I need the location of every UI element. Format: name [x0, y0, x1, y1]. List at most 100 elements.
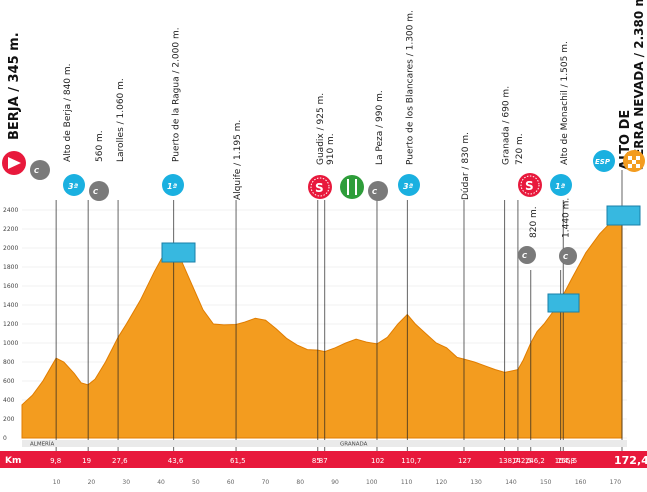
- x-tick-label: 80: [296, 479, 304, 486]
- km-label: 154,8: [555, 457, 575, 465]
- svg-text:La Peza / 990 m.: La Peza / 990 m.: [375, 90, 385, 165]
- y-tick-label: 1600: [3, 283, 18, 290]
- svg-text:Alquife / 1.195 m.: Alquife / 1.195 m.: [233, 120, 243, 200]
- km-label: 9,8: [50, 457, 61, 465]
- feed-zone-icon: [340, 175, 364, 199]
- region-strip: [22, 440, 627, 447]
- x-tick-label: 130: [470, 479, 482, 486]
- y-tick-label: 600: [3, 378, 15, 385]
- y-tick-label: 200: [3, 416, 15, 423]
- svg-text:820 m.: 820 m.: [529, 206, 539, 238]
- summit-box-finish: [606, 205, 641, 226]
- svg-text:Guadix / 925 m.: Guadix / 925 m.: [316, 93, 326, 165]
- y-tick-label: 2000: [3, 245, 18, 252]
- place-label: Puerto de los Blancares / 1.300 m.: [405, 10, 415, 165]
- x-tick-label: 160: [575, 479, 587, 486]
- y-tick-label: 1400: [3, 302, 18, 309]
- climb-cat3-icon: 3ª: [63, 174, 85, 196]
- summit-box-monachil: [547, 293, 580, 313]
- km-label: 146,2: [525, 457, 545, 465]
- region-granada: GRANADA: [340, 442, 368, 448]
- x-tick-label: 110: [401, 479, 413, 486]
- place-label: BERJA / 345 m.: [7, 32, 22, 140]
- km-label: 87: [319, 457, 328, 465]
- x-tick-label: 170: [610, 479, 622, 486]
- svg-text:ESP: ESP: [595, 158, 611, 166]
- y-tick-label: 2200: [3, 226, 18, 233]
- y-tick-label: 1000: [3, 340, 18, 347]
- y-tick-label: 800: [3, 359, 15, 366]
- svg-text:S: S: [525, 179, 534, 193]
- svg-text:C: C: [34, 167, 40, 175]
- sprint-icon: S: [308, 175, 332, 199]
- sprint-icon: S: [518, 173, 542, 197]
- km-label: 19: [82, 457, 91, 465]
- x-tick-label: 20: [88, 479, 96, 486]
- svg-text:Alto de Berja / 840 m.: Alto de Berja / 840 m.: [63, 63, 73, 162]
- km-label: 110,7: [401, 457, 421, 465]
- place-label: 910 m.: [326, 133, 336, 165]
- svg-text:Alto de Monachil / 1.505 m.: Alto de Monachil / 1.505 m.: [560, 41, 570, 165]
- km-bar: [0, 451, 647, 468]
- place-label: Alto de Berja / 840 m.: [63, 63, 73, 162]
- start-icon: [2, 151, 26, 175]
- svg-text:Larolles / 1.060 m.: Larolles / 1.060 m.: [116, 78, 126, 162]
- place-label: Puerto de la Ragua / 2.000 m.: [172, 27, 182, 162]
- svg-text:910 m.: 910 m.: [326, 133, 336, 165]
- y-axis: 0 200 400 600 800 1000 1200 1400 1600 1800 2000 220…: [3, 207, 18, 442]
- place-labels: BERJA / 345 m. Alto de Berja / 840 m. 560 …: [7, 10, 572, 238]
- x-tick-label: 40: [157, 479, 165, 486]
- km-label: 138,7: [499, 457, 519, 465]
- km-label: 85: [312, 457, 321, 465]
- svg-text:560 m.: 560 m.: [95, 130, 105, 162]
- svg-text:Puerto de la Ragua / 2.000 m.: Puerto de la Ragua / 2.000 m.: [172, 27, 182, 162]
- km-total: 172,4: [614, 454, 647, 467]
- control-icon: C: [89, 181, 109, 201]
- x-tick-label: 120: [436, 479, 448, 486]
- elevation-profile: [21, 210, 623, 439]
- svg-text:C: C: [93, 188, 99, 196]
- esp-icon: ESP: [593, 150, 615, 172]
- svg-text:1ª: 1ª: [167, 182, 178, 191]
- svg-text:S: S: [315, 181, 324, 195]
- svg-text:C: C: [522, 252, 528, 260]
- y-tick-label: 2400: [3, 207, 18, 214]
- control-icon: C: [559, 247, 577, 265]
- y-tick-label: 400: [3, 397, 15, 404]
- y-tick-label: 0: [3, 435, 7, 442]
- km-label: 43,6: [168, 457, 184, 465]
- svg-text:Puerto de los Blancares / 1.30: Puerto de los Blancares / 1.300 m.: [405, 10, 415, 165]
- svg-text:Dúdar / 830 m.: Dúdar / 830 m.: [461, 132, 471, 200]
- km-label: 127: [458, 457, 471, 465]
- svg-text:Granada / 690 m.: Granada / 690 m.: [502, 86, 512, 165]
- km-label: 61,5: [230, 457, 246, 465]
- place-label: Larolles / 1.060 m.: [116, 78, 126, 162]
- x-tick-label: 30: [122, 479, 130, 486]
- x-tick-label: 10: [53, 479, 61, 486]
- place-label: Dúdar / 830 m.: [461, 132, 471, 200]
- km-label: 27,6: [112, 457, 128, 465]
- climb-cat1-icon: 1ª: [162, 174, 184, 196]
- svg-text:3ª: 3ª: [68, 182, 79, 191]
- place-label: La Peza / 990 m.: [375, 90, 385, 165]
- svg-text:BERJA / 345 m.: BERJA / 345 m.: [7, 32, 22, 140]
- svg-text:1.440 m.: 1.440 m.: [562, 198, 572, 238]
- x-tick-label: 100: [366, 479, 378, 486]
- y-tick-label: 1800: [3, 264, 18, 271]
- x-tick-label: 50: [192, 479, 200, 486]
- x-tick-label: 140: [505, 479, 517, 486]
- climb-cat1-icon: 1ª: [550, 174, 572, 196]
- climb-cat3-icon: 3ª: [398, 174, 420, 196]
- km-bar-title: Km: [5, 456, 21, 466]
- svg-text:3ª: 3ª: [403, 182, 414, 191]
- svg-text:C: C: [563, 253, 569, 261]
- control-icon: C: [368, 181, 388, 201]
- place-label: 820 m.: [529, 206, 539, 238]
- finish-label: ALTO DE SIERRA NEVADA / 2.380 m.: [618, 0, 646, 170]
- km-label: 102: [371, 457, 384, 465]
- place-label: 720 m.: [515, 133, 525, 165]
- place-label: Alto de Monachil / 1.505 m.: [560, 41, 570, 165]
- place-label: 560 m.: [95, 130, 105, 162]
